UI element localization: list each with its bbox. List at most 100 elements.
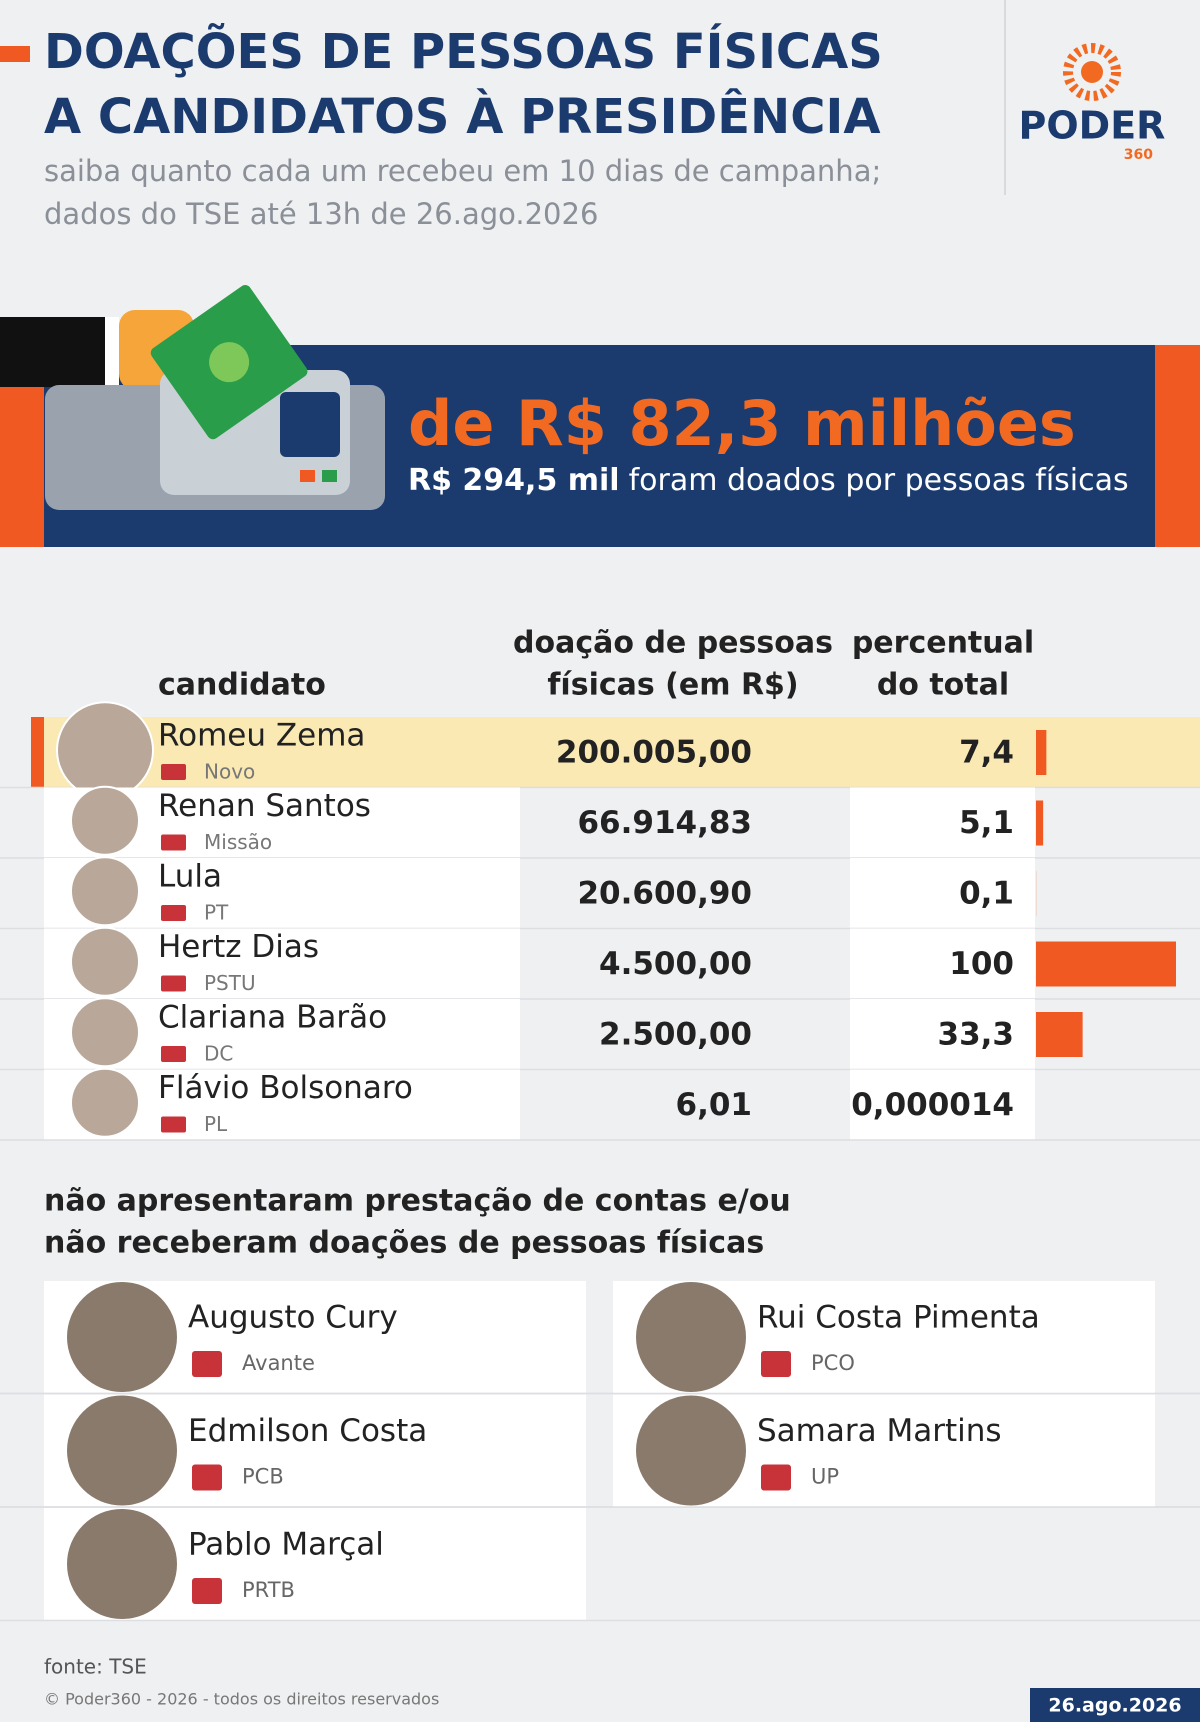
party-name: PRTB [242, 1578, 295, 1602]
candidate-name: Lula [158, 859, 222, 895]
copyright: © Poder360 - 2026 - todos os direitos re… [44, 1690, 439, 1709]
percent-bar [1036, 730, 1047, 775]
candidate-name: Pablo Marçal [188, 1527, 384, 1563]
illustration [280, 392, 340, 457]
percent-label: 0,000014 [851, 1087, 1014, 1123]
percent-label: 100 [949, 946, 1014, 982]
section-title: não apresentaram prestação de contas e/o… [44, 1184, 791, 1219]
party-logo [192, 1464, 222, 1491]
banner-text: R$ 294,5 mil foram doados por pessoas fís… [408, 463, 1129, 498]
logo-name: PODER [1019, 104, 1166, 148]
banner-headline: de R$ 82,3 milhões [408, 387, 1076, 460]
photo [636, 1282, 746, 1392]
donation: 200.005,00 [556, 735, 752, 771]
column-header: físicas (em R$) [547, 668, 798, 703]
candidate-name: Rui Costa Pimenta [757, 1300, 1040, 1336]
photo [70, 785, 140, 856]
donation: 6,01 [676, 1087, 753, 1123]
candidate-name: Samara Martins [757, 1413, 1002, 1449]
party-name: PT [204, 901, 229, 925]
candidate-name: Romeu Zema [158, 718, 365, 754]
party-name: Avante [242, 1351, 315, 1375]
party-logo [161, 834, 186, 851]
subtitle: saiba quanto cada um recebeu em 10 dias … [44, 154, 881, 188]
photo [636, 1395, 746, 1506]
date: 26.ago.2026 [1048, 1695, 1181, 1717]
party-name: Missão [204, 830, 272, 854]
percent-bar [1036, 941, 1176, 987]
row-bg [850, 928, 1035, 999]
candidate-name: Flávio Bolsonaro [158, 1070, 413, 1106]
photo [70, 1067, 140, 1138]
row-highlight [31, 717, 1200, 788]
party-name: Novo [204, 760, 255, 784]
party-logo [161, 1116, 186, 1133]
party-logo [161, 764, 186, 780]
candidate-name: Hertz Dias [158, 929, 319, 965]
photo [70, 856, 140, 927]
photo [70, 926, 140, 997]
photo [70, 997, 140, 1068]
illustration [105, 317, 119, 387]
donation: 20.600,90 [577, 876, 752, 912]
title: A CANDIDATOS À PRESIDÊNCIA [44, 88, 880, 145]
date-box [1030, 1688, 1200, 1722]
percent-label: 0,1 [959, 876, 1014, 912]
illustration [300, 470, 315, 482]
row-bg [850, 858, 1035, 929]
banner-sentence: foram doados por pessoas físicas [629, 463, 1129, 498]
subtitle: dados do TSE até 13h de 26.ago.2026 [44, 197, 598, 231]
party-name: PSTU [204, 971, 256, 995]
donation: 4.500,00 [599, 946, 752, 982]
source: fonte: TSE [44, 1655, 147, 1679]
row-marker [31, 717, 44, 788]
illustration [0, 317, 105, 387]
candidate-name: Clariana Barão [158, 1000, 387, 1036]
illustration [322, 470, 337, 482]
table: Romeu Zema Novo 200.005,00 7,4 Renan Santos M… [0, 701, 1200, 1141]
party-logo [192, 1578, 222, 1604]
party-name: PCB [242, 1465, 284, 1489]
banner-amount: R$ 294,5 mil [408, 463, 620, 498]
candidate-name: Augusto Cury [188, 1300, 398, 1336]
party-logo [192, 1351, 222, 1377]
photo [67, 1395, 177, 1506]
party-name: PL [204, 1112, 228, 1136]
donation: 66.914,83 [577, 805, 752, 841]
column-header: do total [877, 668, 1009, 703]
section-title: não receberam doações de pessoas físicas [44, 1226, 764, 1261]
percent-bar [1036, 800, 1044, 846]
candidate-name: Renan Santos [158, 788, 371, 824]
column-header: doação de pessoas [513, 626, 833, 661]
accent [0, 46, 30, 62]
percent-label: 33,3 [938, 1017, 1015, 1053]
column-header: percentual [852, 626, 1034, 661]
row-bg [850, 999, 1035, 1070]
photo [56, 701, 154, 800]
column-header: candidato [158, 668, 326, 703]
party-logo [161, 905, 186, 921]
party-logo [161, 975, 186, 992]
party-logo [761, 1351, 791, 1377]
percent-bar [1036, 1012, 1083, 1057]
logo-sun [1081, 61, 1103, 83]
party-name: DC [204, 1042, 233, 1066]
row-bg [850, 1069, 1035, 1140]
photo [67, 1509, 177, 1619]
party-name: UP [811, 1465, 839, 1489]
percent-label: 7,4 [959, 735, 1014, 771]
party-logo [161, 1046, 186, 1062]
party-name: PCO [811, 1351, 855, 1375]
title: DOAÇÕES DE PESSOAS FÍSICAS [44, 23, 883, 80]
party-logo [761, 1464, 791, 1491]
photo [67, 1282, 177, 1392]
row-bg [850, 787, 1035, 858]
logo-number: 360 [1124, 147, 1153, 163]
illustration [150, 285, 308, 440]
donation: 2.500,00 [599, 1017, 752, 1053]
missing-list: Augusto Cury Avante Rui Costa Pimenta PCO Ed… [0, 1281, 1200, 1622]
percent-label: 5,1 [959, 805, 1014, 841]
candidate-name: Edmilson Costa [188, 1413, 427, 1449]
